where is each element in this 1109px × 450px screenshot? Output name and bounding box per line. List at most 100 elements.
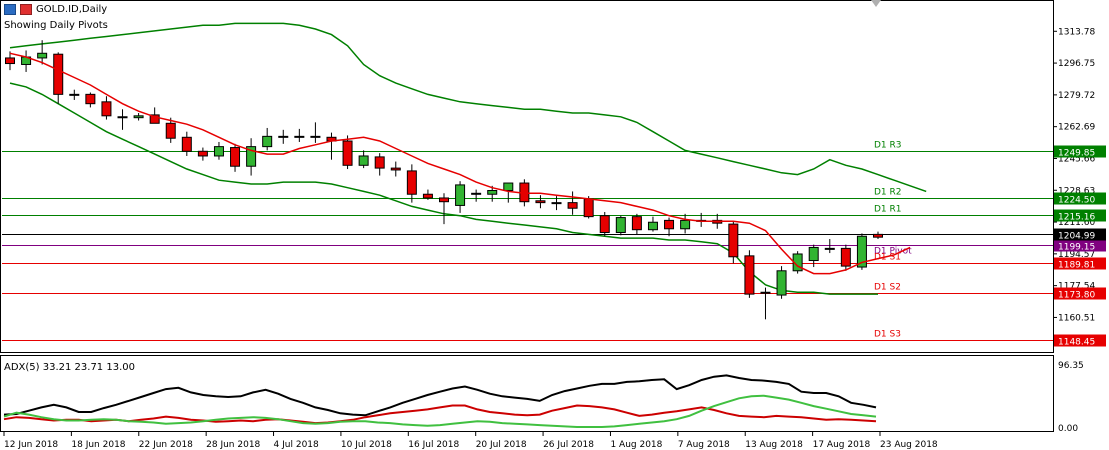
- candle-body: [230, 147, 241, 167]
- candle: [101, 96, 112, 120]
- pivot-price-tag: [1054, 192, 1106, 205]
- x-tick-label: 22 Jun 2018: [139, 440, 193, 450]
- candle: [599, 211, 610, 237]
- pivot-price-tag-text: 1224.50: [1058, 196, 1095, 206]
- candle-body: [439, 197, 449, 203]
- candle-body: [165, 122, 176, 139]
- x-tick-label: 4 Jul 2018: [274, 440, 319, 450]
- candle-body: [406, 170, 417, 195]
- candle-body: [599, 215, 610, 234]
- candle-body: [840, 247, 851, 267]
- pivot-price-tag: [1054, 257, 1106, 270]
- candle: [840, 244, 851, 271]
- pivot-price-tag-text: 1249.85: [1058, 149, 1095, 159]
- candle-body: [455, 184, 466, 206]
- candle: [760, 287, 771, 320]
- candle-body: [776, 270, 787, 296]
- candle: [133, 113, 144, 121]
- y-tick-label: 1160.51: [1058, 313, 1095, 323]
- pivot-label: D1 R1: [874, 205, 902, 215]
- candle-body: [728, 223, 739, 258]
- x-tick-label: 13 Aug 2018: [745, 440, 803, 450]
- candle: [181, 131, 192, 156]
- candle: [776, 266, 787, 299]
- pivot-price-tag: [1054, 334, 1106, 347]
- candle-body: [471, 192, 482, 195]
- scroll-shift-icon[interactable]: [871, 0, 881, 7]
- y-tick-label: 1211.60: [1058, 218, 1095, 228]
- pivot-price-tag: [1054, 239, 1106, 252]
- candle-body: [583, 198, 594, 218]
- pivot-label: D1 S3: [874, 330, 901, 340]
- candle-body: [680, 219, 691, 230]
- chart-subtitle: Showing Daily Pivots: [4, 20, 108, 31]
- candle: [615, 215, 626, 236]
- candle-body: [117, 116, 128, 119]
- candle: [808, 244, 819, 268]
- pivot-price-tag-text: 1173.80: [1058, 291, 1095, 301]
- candle: [117, 109, 128, 130]
- x-tick-label: 17 Aug 2018: [813, 440, 871, 450]
- y-tick-label: 1296.75: [1058, 59, 1095, 69]
- candle-body: [181, 136, 192, 152]
- candle-body: [310, 135, 321, 138]
- candle-body: [5, 57, 15, 65]
- candle: [5, 51, 15, 71]
- y-tick-label: 1245.66: [1058, 154, 1095, 164]
- candle: [487, 185, 498, 202]
- candle: [149, 107, 160, 124]
- x-tick-label: 16 Jul 2018: [408, 440, 459, 450]
- candle: [664, 217, 675, 237]
- candle-body: [133, 115, 144, 119]
- pivot-price-tag-text: 1148.45: [1058, 338, 1095, 348]
- chart-type-icon[interactable]: [20, 4, 32, 15]
- candle-body: [422, 193, 433, 199]
- candle: [406, 164, 417, 203]
- candle: [85, 92, 96, 108]
- candle-body: [503, 182, 514, 192]
- pivot-price-tag: [1054, 145, 1106, 158]
- candle-body: [873, 233, 883, 238]
- candle-body: [856, 235, 867, 268]
- candle-body: [358, 155, 369, 166]
- candle-body: [85, 93, 96, 105]
- pivot-label: D1 Pivot: [874, 247, 912, 257]
- current-price-tag: [1054, 228, 1106, 241]
- pivot-label: D1 S1: [874, 253, 901, 263]
- candle-body: [342, 140, 353, 166]
- candle-body: [631, 216, 642, 231]
- candle: [503, 182, 514, 203]
- indicator-label: ADX(5) 33.21 23.71 13.00: [4, 362, 135, 373]
- candle: [824, 239, 835, 254]
- candle-body: [615, 217, 626, 234]
- main-pane-frame: [0, 0, 1054, 353]
- candle: [631, 213, 642, 235]
- chart-menu-icon[interactable]: [4, 4, 16, 15]
- candle: [471, 189, 482, 202]
- x-tick-label: 10 Jul 2018: [341, 440, 392, 450]
- candle: [390, 161, 401, 177]
- x-tick-label: 18 Jun 2018: [71, 440, 125, 450]
- moving-average-line: [9, 52, 911, 275]
- candle: [246, 138, 257, 176]
- y-tick-label: 1177.54: [1058, 282, 1095, 292]
- candle: [278, 129, 289, 144]
- candle-body: [53, 53, 64, 95]
- candle-body: [535, 200, 546, 204]
- adx-scale-top: 96.35: [1058, 361, 1084, 371]
- pivot-label: D1 R3: [874, 141, 902, 151]
- x-tick-label: 1 Aug 2018: [610, 440, 662, 450]
- candle-body: [567, 202, 578, 209]
- x-tick-label: 12 Jun 2018: [4, 440, 58, 450]
- candle-body: [551, 202, 562, 205]
- pivot-label: D1 S2: [874, 283, 901, 293]
- candle: [230, 143, 241, 172]
- x-tick-label: 26 Jul 2018: [543, 440, 594, 450]
- candle: [680, 213, 691, 234]
- candle: [455, 181, 466, 213]
- pivot-label: D1 R2: [874, 188, 902, 198]
- candle-body: [374, 156, 385, 169]
- pivot-price-tag: [1054, 209, 1106, 222]
